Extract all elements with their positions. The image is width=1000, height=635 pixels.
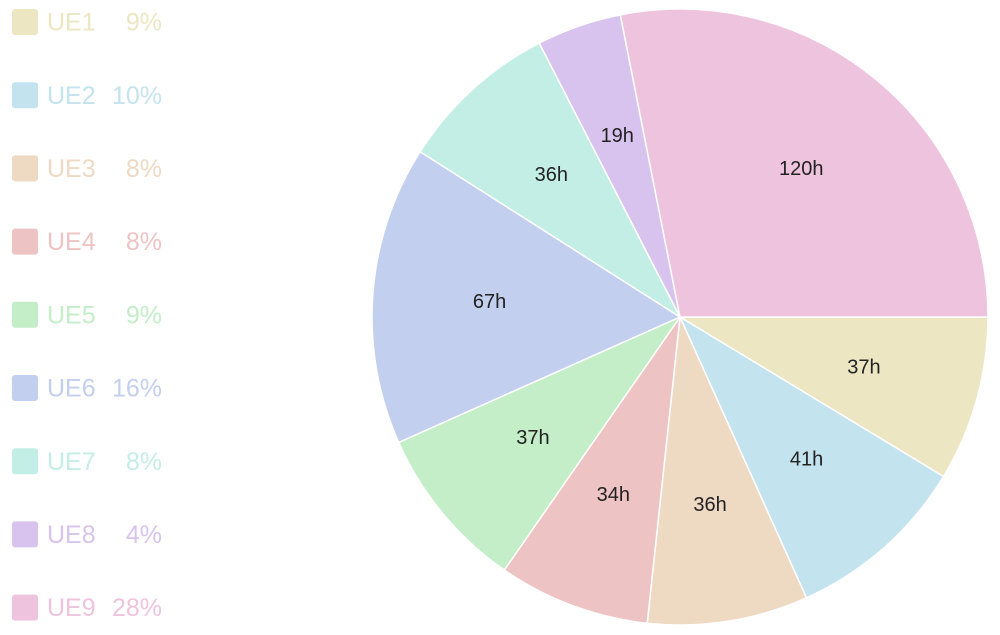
- slice-label: 36h: [535, 164, 568, 186]
- legend-percent: 9%: [126, 9, 162, 37]
- legend-swatch: [12, 228, 38, 255]
- legend-swatch: [12, 375, 38, 401]
- legend-label: UE2: [47, 82, 96, 110]
- legend-label: UE7: [47, 448, 96, 476]
- slice-label: 37h: [847, 357, 880, 379]
- slice-label: 67h: [473, 291, 506, 313]
- legend-percent: 4%: [126, 521, 162, 549]
- slice-label: 36h: [693, 494, 726, 516]
- legend-percent: 9%: [126, 301, 162, 329]
- legend-percent: 16%: [112, 375, 162, 403]
- legend-percent: 8%: [126, 155, 162, 183]
- pie-slice: [619, 8, 989, 318]
- legend-swatch: [12, 448, 38, 475]
- legend-label: UE1: [47, 9, 96, 37]
- legend-label: UE8: [47, 521, 96, 549]
- slice-label: 34h: [597, 484, 630, 506]
- legend-percent: 10%: [112, 82, 162, 110]
- legend-label: UE9: [47, 594, 96, 622]
- legend-swatch: [12, 594, 38, 621]
- pie-slice: [371, 150, 682, 444]
- legend-label: UE5: [47, 301, 96, 329]
- slice-label: 120h: [779, 158, 824, 180]
- pie-slice: [678, 315, 945, 599]
- legend-percent: 28%: [112, 594, 162, 622]
- legend-swatch: [12, 521, 38, 548]
- legend-swatch: [12, 155, 38, 182]
- slice-label: 19h: [601, 125, 634, 147]
- slice-label: 37h: [516, 427, 549, 449]
- pie-slice: [503, 316, 681, 625]
- legend-swatch: [12, 301, 38, 328]
- pie-slice: [419, 42, 682, 320]
- legend-label: UE4: [47, 228, 96, 256]
- slice-label: 41h: [790, 448, 823, 470]
- legend-percent: 8%: [126, 228, 162, 256]
- pie-slice: [397, 315, 683, 572]
- legend-swatch: [12, 82, 38, 109]
- pie-slice: [677, 316, 989, 478]
- pie-slice: [646, 314, 808, 626]
- legend-swatch: [12, 9, 38, 35]
- legend-label: UE6: [47, 375, 96, 403]
- legend-label: UE3: [47, 155, 96, 183]
- legend-percent: 8%: [126, 448, 162, 476]
